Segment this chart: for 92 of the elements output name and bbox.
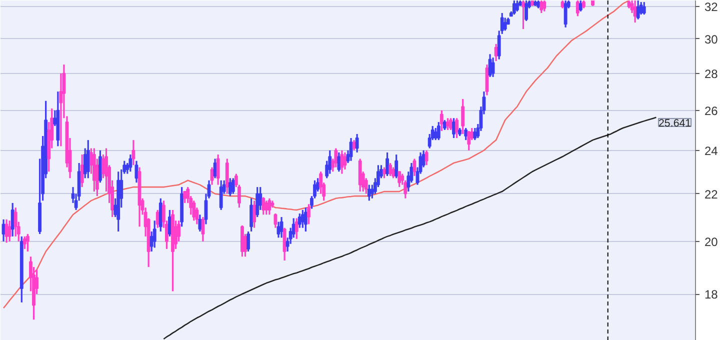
candlestick [304, 206, 308, 232]
candlestick [358, 158, 362, 192]
candlestick [274, 212, 278, 229]
candlestick [252, 200, 256, 229]
candlestick [440, 110, 444, 132]
candlestick [298, 212, 302, 229]
candlestick [340, 150, 344, 175]
candlestick [516, 0, 519, 12]
candlestick [392, 166, 396, 179]
candlestick [355, 133, 359, 154]
candlestick [564, 0, 568, 28]
candlestick [86, 139, 90, 179]
candlestick [264, 200, 268, 216]
candlestick [10, 202, 14, 238]
candlestick [524, 0, 528, 22]
candlestick [382, 166, 386, 179]
candlestick [276, 221, 280, 238]
candlestick [576, 0, 580, 17]
candlestick [455, 117, 458, 139]
candlestick [442, 119, 446, 131]
candlestick [522, 0, 525, 30]
y-tick-label: 30 [704, 32, 718, 46]
candlestick [262, 196, 266, 216]
candlestick [4, 218, 8, 244]
text: 25.641 [658, 118, 692, 130]
y-tick-label: 24 [704, 144, 718, 158]
candlestick [158, 198, 162, 232]
y-tick-label: 18 [704, 288, 718, 302]
candlestick [473, 127, 477, 141]
candlestick [398, 170, 402, 188]
candlestick [494, 43, 498, 62]
candlestick [639, 1, 643, 16]
line-series [163, 116, 657, 340]
candlestick [128, 154, 132, 172]
candlestick [328, 150, 332, 175]
candlestick [540, 0, 544, 14]
candlestick [192, 200, 196, 222]
candlestick [2, 218, 6, 242]
candlestick [386, 152, 389, 177]
candlestick [80, 154, 84, 188]
candlestick [388, 162, 392, 177]
candlestick [578, 0, 582, 12]
candlestick [256, 186, 260, 218]
y-tick-label: 28 [704, 66, 718, 81]
candlestick [294, 217, 298, 240]
candlestick [436, 121, 440, 141]
candlestick [246, 230, 250, 252]
candlestick [642, 1, 646, 16]
candlestick [394, 154, 398, 179]
candlestick [132, 139, 136, 166]
candlestick [449, 117, 452, 131]
candlestick [491, 56, 495, 78]
candlestick [22, 236, 26, 250]
candlestick [464, 127, 468, 141]
candlestick [201, 216, 205, 242]
candlestick [183, 190, 187, 204]
candlestick [300, 209, 304, 229]
y-tick-label: 32 [704, 0, 718, 14]
line-series [2, 0, 630, 309]
candlestick [14, 206, 18, 238]
candlestick [334, 147, 338, 168]
candlestick [210, 166, 214, 186]
candlestick [636, 0, 640, 20]
candlestick [352, 139, 356, 152]
candlestick [152, 220, 156, 248]
candlestick [307, 203, 310, 226]
candlestick [633, 0, 637, 24]
candlestick [26, 233, 30, 252]
candlestick [367, 184, 371, 202]
candlestick [452, 117, 456, 139]
candlestick [98, 150, 102, 184]
y-tick-label: 20 [704, 234, 718, 249]
candlestick [228, 177, 232, 197]
candlestick [343, 152, 347, 170]
y-tick-label: 26 [704, 104, 718, 118]
candlestick [250, 198, 254, 232]
candlestick [8, 220, 12, 242]
candlestick [213, 158, 217, 179]
candlestick [461, 98, 465, 135]
candlestick [337, 152, 341, 172]
candlestick [446, 117, 450, 131]
candlestick [231, 177, 235, 195]
candlestick [268, 198, 272, 216]
candlestick [542, 0, 546, 12]
candlestick [467, 130, 471, 152]
candlestick [219, 180, 223, 211]
candlestick [216, 154, 220, 186]
candlestick [503, 16, 507, 32]
candlestick [282, 227, 286, 262]
y-tick-label: 22 [704, 187, 718, 202]
candlestick [512, 0, 516, 16]
candlestick [424, 150, 428, 166]
